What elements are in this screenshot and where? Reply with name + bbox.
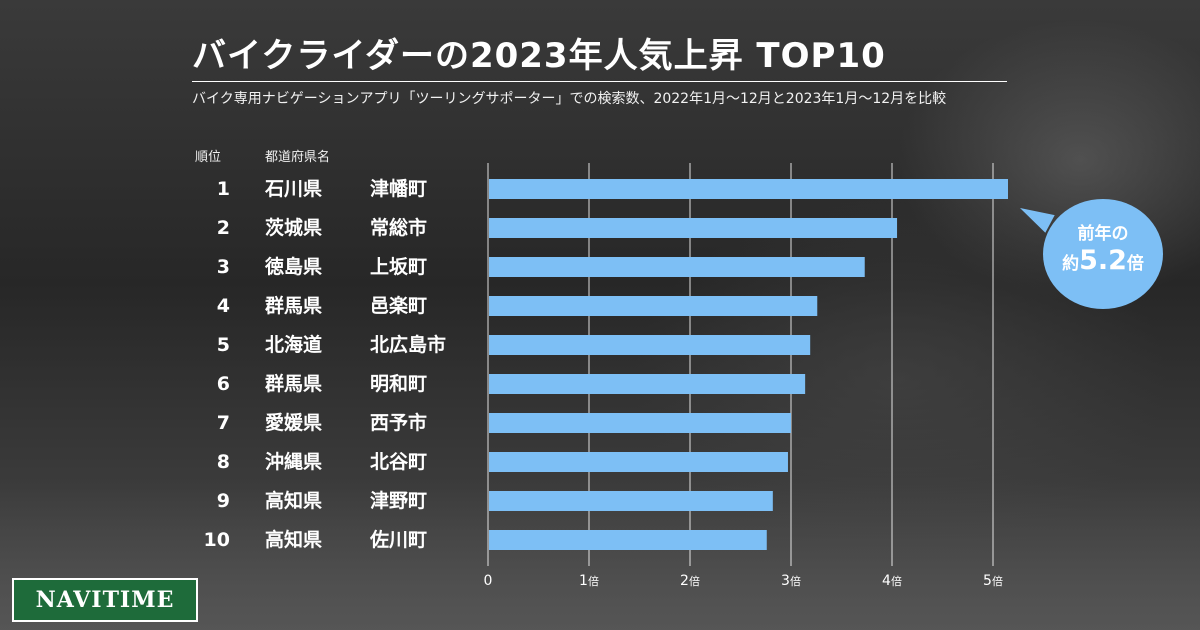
x-tick-label: 1倍 bbox=[579, 573, 599, 589]
bar bbox=[489, 530, 767, 550]
row-rank: 10 bbox=[203, 529, 230, 551]
row-city: 津野町 bbox=[370, 490, 428, 512]
row-city: 常総市 bbox=[370, 217, 428, 239]
row-pref: 石川県 bbox=[265, 178, 323, 200]
row-pref: 高知県 bbox=[265, 529, 323, 551]
x-tick-label: 3倍 bbox=[781, 573, 801, 589]
row-rank: 3 bbox=[216, 256, 230, 278]
callout-prefix: 約 bbox=[1062, 254, 1080, 274]
bar bbox=[489, 218, 898, 238]
x-tick-label: 2倍 bbox=[680, 573, 700, 589]
bar bbox=[489, 335, 811, 355]
row-pref: 群馬県 bbox=[265, 295, 323, 317]
bar bbox=[489, 179, 1008, 199]
prefecture-column-header: 都道府県名 bbox=[265, 150, 331, 165]
row-city: 明和町 bbox=[370, 373, 428, 395]
callout-line1: 前年の bbox=[1077, 224, 1129, 244]
row-city: 佐川町 bbox=[370, 529, 428, 551]
row-rank: 5 bbox=[216, 334, 230, 356]
row-rank: 1 bbox=[216, 178, 230, 200]
row-pref: 高知県 bbox=[265, 490, 323, 512]
row-rank: 4 bbox=[216, 295, 230, 317]
row-rank: 9 bbox=[216, 490, 230, 512]
row-pref: 群馬県 bbox=[265, 373, 323, 395]
row-pref: 茨城県 bbox=[265, 217, 323, 239]
row-city: 北広島市 bbox=[370, 334, 447, 356]
x-tick-label: 4倍 bbox=[882, 573, 902, 589]
row-rank: 7 bbox=[216, 412, 230, 434]
row-pref: 愛媛県 bbox=[265, 412, 323, 434]
title-divider bbox=[192, 81, 1007, 82]
callout-suffix: 倍 bbox=[1126, 254, 1144, 274]
bar bbox=[489, 491, 773, 511]
row-rank: 8 bbox=[216, 451, 230, 473]
row-pref: 徳島県 bbox=[265, 256, 323, 278]
row-rank: 6 bbox=[216, 373, 230, 395]
row-city: 津幡町 bbox=[370, 178, 428, 200]
row-rank: 2 bbox=[216, 217, 230, 239]
row-city: 西予市 bbox=[370, 412, 428, 434]
bar bbox=[489, 296, 818, 316]
row-pref: 北海道 bbox=[265, 334, 323, 356]
bar bbox=[489, 374, 806, 394]
row-city: 邑楽町 bbox=[370, 295, 428, 317]
x-tick-label: 0 bbox=[484, 573, 493, 589]
x-tick-label: 5倍 bbox=[983, 573, 1003, 589]
row-city: 上坂町 bbox=[370, 256, 428, 278]
page-subtitle: バイク専用ナビゲーションアプリ「ツーリングサポーター」での検索数、2022年1月… bbox=[192, 91, 947, 107]
row-pref: 沖縄県 bbox=[265, 451, 323, 473]
callout-value: 5.2 bbox=[1079, 245, 1127, 276]
row-city: 北谷町 bbox=[370, 451, 428, 473]
callout-bubble: 前年の 約5.2倍 bbox=[1043, 199, 1163, 309]
bar bbox=[489, 413, 791, 433]
bar bbox=[489, 452, 788, 472]
bar bbox=[489, 257, 865, 277]
navitime-logo: NAVITIME bbox=[12, 578, 198, 622]
callout-line2: 約5.2倍 bbox=[1043, 245, 1163, 276]
page-title: バイクライダーの2023年人気上昇 TOP10 bbox=[192, 36, 886, 76]
rank-column-header: 順位 bbox=[195, 150, 222, 165]
